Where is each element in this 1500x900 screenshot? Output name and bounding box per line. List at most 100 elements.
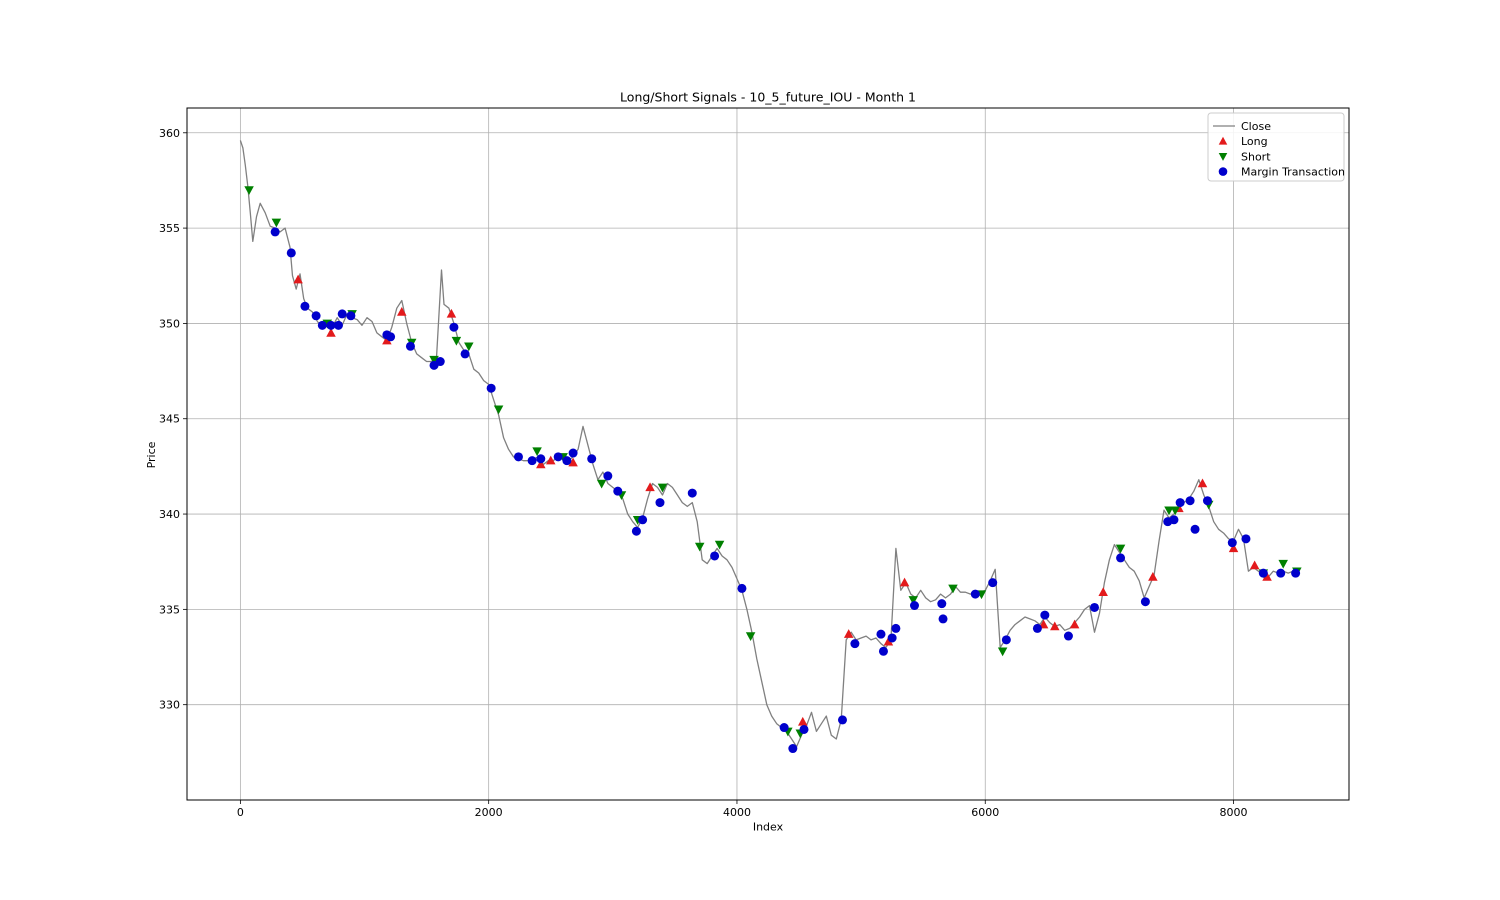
short-signal-marker [244, 186, 254, 195]
x-tick-label: 0 [237, 806, 244, 819]
margin-transaction-marker [346, 311, 356, 321]
margin-transaction-marker [317, 320, 327, 330]
margin-transaction-marker [527, 456, 537, 466]
plot-area [239, 140, 1302, 754]
short-signal-marker [948, 584, 958, 594]
margin-transaction-marker [405, 341, 415, 351]
margin-transaction-marker [799, 724, 809, 734]
legend-label: Short [1241, 150, 1271, 163]
margin-transaction-marker [1291, 568, 1301, 578]
margin-transaction-marker [1040, 610, 1050, 620]
margin-transaction-marker [435, 357, 445, 367]
margin-transaction-marker [1090, 602, 1100, 612]
margin-transaction-marker [1001, 635, 1011, 645]
x-tick-label: 2000 [475, 806, 503, 819]
long-signal-marker [1050, 621, 1060, 631]
margin-transaction-marker [311, 311, 321, 321]
margin-transaction-marker [1185, 496, 1195, 506]
y-tick-label: 360 [159, 127, 180, 140]
short-signal-marker [271, 218, 282, 228]
long-signal-marker [1262, 571, 1272, 581]
short-signal-marker [1115, 544, 1126, 554]
legend: Close Long Short Margin Transaction [1207, 112, 1345, 182]
y-tick-label: 330 [159, 699, 180, 712]
margin-transaction-marker [270, 227, 280, 237]
short-signal-marker [596, 479, 607, 489]
margin-transaction-marker [1258, 568, 1268, 578]
short-signal-marker [997, 647, 1008, 657]
margin-transaction-marker [837, 715, 847, 725]
legend-label: Long [1241, 135, 1268, 148]
long-signal-marker [568, 457, 578, 467]
legend-label: Close [1241, 120, 1271, 133]
long-signal-marker [293, 274, 303, 284]
legend-long-swatch [1218, 136, 1228, 145]
short-signal-marker [464, 342, 474, 352]
y-tick-label: 345 [159, 413, 180, 426]
margin-transaction-marker [887, 633, 897, 643]
long-signal-marker [1197, 478, 1208, 488]
short-signal-marker [1278, 559, 1288, 569]
margin-transaction-marker [779, 723, 789, 733]
margin-transaction-marker [449, 322, 459, 332]
margin-transaction-marker [1202, 496, 1212, 506]
legend-box [1207, 112, 1345, 182]
y-tick-label: 350 [159, 317, 180, 330]
margin-transaction-marker [386, 332, 396, 342]
short-signal-marker [694, 542, 705, 552]
margin-transaction-marker [638, 515, 648, 525]
long-signal-marker [536, 459, 546, 469]
margin-transaction-marker [1169, 515, 1179, 525]
margin-transaction-marker [710, 551, 720, 561]
long-signal-marker [899, 577, 910, 587]
margin-transaction-marker [587, 454, 597, 464]
y-axis-label: Price [145, 441, 158, 468]
long-signal-marker [382, 335, 392, 345]
margin-transaction-marker [1276, 568, 1286, 578]
margin-transaction-marker [568, 448, 578, 458]
y-tick-label: 335 [159, 603, 180, 616]
margin-transaction-marker [938, 614, 948, 624]
long-signal-marker [1098, 587, 1108, 596]
margin-transaction-marker [486, 383, 496, 393]
margin-transaction-marker [1116, 553, 1126, 563]
margin-transaction-marker [788, 744, 798, 754]
long-signal-marker [843, 629, 854, 638]
x-tick-label: 8000 [1220, 806, 1248, 819]
long-signal-marker [798, 716, 808, 726]
long-signal-marker [1069, 619, 1080, 629]
margin-transaction-marker [603, 471, 613, 481]
margin-transaction-marker [562, 456, 572, 466]
close-price-line [239, 140, 1299, 748]
long-signal-marker [545, 455, 556, 465]
long-signal-marker [446, 308, 457, 318]
margin-transaction-marker [1227, 538, 1237, 548]
short-signal-marker [429, 355, 439, 365]
legend-label: Margin Transaction [1241, 166, 1345, 179]
margin-transaction-marker [850, 639, 860, 649]
margin-transaction-marker [333, 320, 343, 330]
long-signal-marker [1148, 571, 1158, 581]
margin-transaction-marker [553, 452, 563, 462]
short-signal-marker [745, 632, 756, 642]
margin-transaction-marker [460, 349, 470, 359]
short-signal-marker [908, 596, 918, 605]
short-signal-marker [657, 483, 668, 493]
axis-ticks: 0 2000 4000 6000 8000 330 335 340 345 350 355 360 [159, 127, 1248, 819]
margin-transaction-marker [687, 488, 697, 498]
margin-transaction-marker [891, 623, 901, 633]
margin-transaction-marker [1241, 534, 1251, 544]
short-signal-marker [532, 447, 542, 457]
margin-transaction-marker [631, 526, 641, 536]
margin-transaction-marker [286, 248, 296, 258]
margin-transaction-marker [655, 498, 665, 508]
margin-transaction-marker [876, 629, 886, 639]
short-signal-marker [493, 405, 504, 415]
long-signal-marker [883, 636, 894, 646]
x-tick-label: 6000 [971, 806, 999, 819]
x-axis-label: Index [753, 821, 784, 834]
gridlines [187, 108, 1349, 800]
long-signal-marker [326, 327, 336, 337]
margin-transaction-marker [1140, 597, 1150, 607]
